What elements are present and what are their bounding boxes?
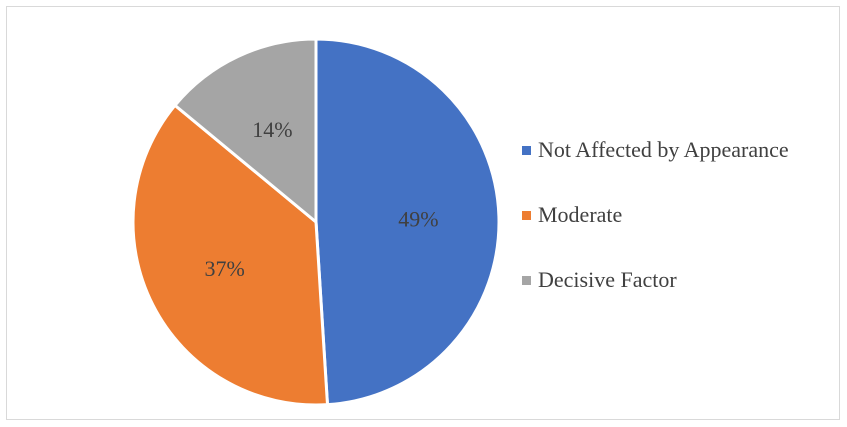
pie-data-labels: 49% 37% 14% [205, 117, 439, 281]
legend-swatch-not-affected [522, 145, 531, 155]
legend-item-decisive-factor: Decisive Factor [522, 267, 789, 292]
data-label-moderate: 37% [205, 256, 245, 281]
legend-item-moderate: Moderate [522, 202, 789, 227]
legend-label-decisive-factor: Decisive Factor [538, 267, 677, 292]
legend-item-not-affected: Not Affected by Appearance [522, 137, 789, 162]
legend-swatch-moderate [522, 210, 531, 220]
pie-slice-moderate [131, 103, 329, 407]
pie-slice-decisive-factor [173, 37, 318, 224]
data-label-decisive-factor: 14% [252, 117, 292, 142]
legend-label-not-affected: Not Affected by Appearance [538, 137, 789, 162]
legend-label-moderate: Moderate [538, 202, 623, 227]
pie-slices [131, 37, 501, 407]
legend-swatch-decisive-factor [522, 275, 531, 285]
legend: Not Affected by Appearance Moderate Deci… [522, 137, 789, 292]
pie-slice-not-affected [314, 37, 501, 407]
data-label-not-affected: 49% [398, 206, 438, 231]
